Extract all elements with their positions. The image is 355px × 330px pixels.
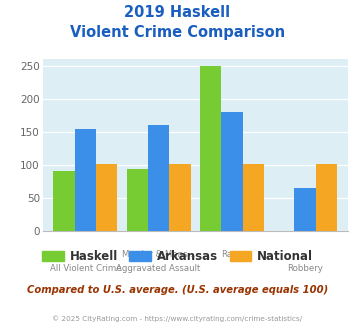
Bar: [294, 188, 316, 231]
Bar: [53, 171, 75, 231]
Text: All Violent Crime: All Violent Crime: [50, 264, 121, 273]
Text: Violent Crime Comparison: Violent Crime Comparison: [70, 25, 285, 40]
Bar: [242, 164, 264, 231]
Bar: [221, 112, 242, 231]
Legend: Haskell, Arkansas, National: Haskell, Arkansas, National: [38, 245, 317, 268]
Text: Aggravated Assault: Aggravated Assault: [116, 264, 201, 273]
Text: Robbery: Robbery: [287, 264, 323, 273]
Bar: [126, 169, 148, 231]
Bar: [75, 129, 96, 231]
Bar: [200, 66, 221, 231]
Bar: [316, 164, 337, 231]
Text: Compared to U.S. average. (U.S. average equals 100): Compared to U.S. average. (U.S. average …: [27, 285, 328, 295]
Bar: [148, 125, 169, 231]
Bar: [96, 164, 118, 231]
Text: © 2025 CityRating.com - https://www.cityrating.com/crime-statistics/: © 2025 CityRating.com - https://www.city…: [53, 315, 302, 322]
Text: Murder & Mans...: Murder & Mans...: [122, 250, 195, 259]
Text: Rape: Rape: [221, 250, 243, 259]
Text: 2019 Haskell: 2019 Haskell: [125, 5, 230, 20]
Bar: [169, 164, 191, 231]
